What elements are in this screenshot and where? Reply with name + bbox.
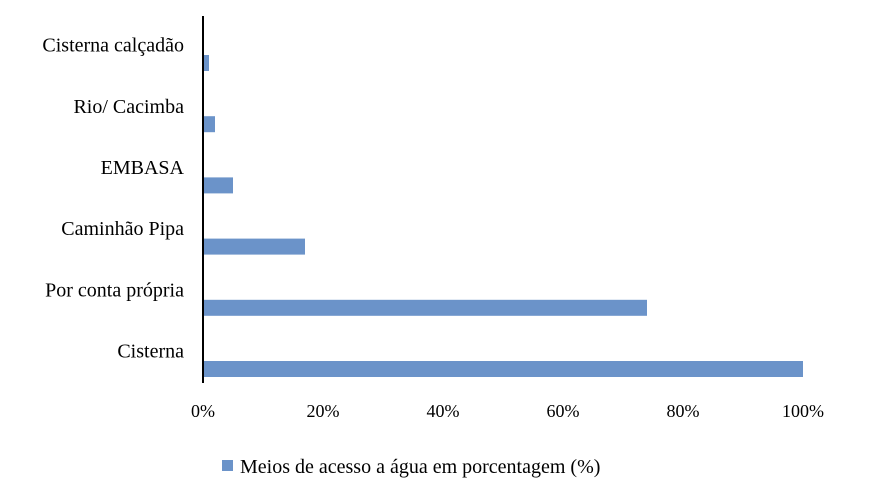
category-label: EMBASA [101,157,185,179]
x-tick-label: 40% [427,401,460,421]
category-label: Rio/ Cacimba [73,96,184,118]
bars-layer [203,55,803,377]
x-tick-label: 100% [782,401,824,421]
bar [203,55,209,71]
x-tick-label: 20% [307,401,340,421]
bar [203,238,305,255]
bar [203,116,215,133]
x-tick-label: 60% [547,401,580,421]
legend-label: Meios de acesso a água em porcentagem (%… [240,456,600,478]
category-label: Caminhão Pipa [61,218,184,240]
category-label: Por conta própria [45,279,184,301]
category-label: Cisterna [117,341,184,363]
x-tick-labels: 0% 20% 40% 60% 80% 100% [191,401,824,421]
bar [203,177,233,194]
category-label: Cisterna calçadão [42,35,184,57]
legend-swatch [222,460,233,471]
category-labels: Cisterna calçadão Rio/ Cacimba EMBASA Camin… [42,35,184,363]
bar [203,361,803,377]
x-tick-label: 0% [191,401,215,421]
bar [203,299,647,316]
legend: Meios de acesso a água em porcentagem (%… [222,456,600,478]
x-tick-label: 80% [667,401,700,421]
